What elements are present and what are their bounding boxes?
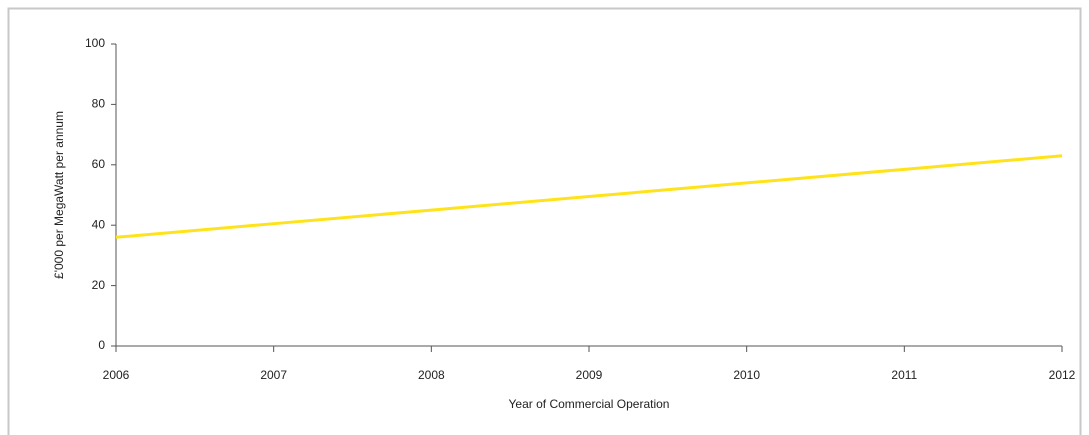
- x-tick-label: 2011: [891, 368, 917, 382]
- x-tick-label: 2007: [260, 368, 287, 382]
- x-tick-label: 2009: [576, 368, 603, 382]
- frame: [7, 7, 1082, 435]
- y-tick-label: 40: [92, 217, 106, 231]
- x-tick-label: 2012: [1049, 368, 1076, 382]
- y-tick-label: 20: [92, 278, 106, 292]
- x-tick-label: 2006: [103, 368, 130, 382]
- y-tick-label: 0: [98, 338, 105, 352]
- x-tick-label: 2008: [418, 368, 445, 382]
- y-axis-label: £'000 per MegaWatt per annum: [52, 111, 66, 279]
- y-tick-label: 60: [92, 157, 106, 171]
- y-tick-label: 100: [85, 36, 105, 50]
- y-tick-label: 80: [92, 97, 106, 111]
- line: [115, 154, 1063, 239]
- x-tick-label: 2010: [733, 368, 760, 382]
- x-axis-label: Year of Commercial Operation: [509, 397, 670, 411]
